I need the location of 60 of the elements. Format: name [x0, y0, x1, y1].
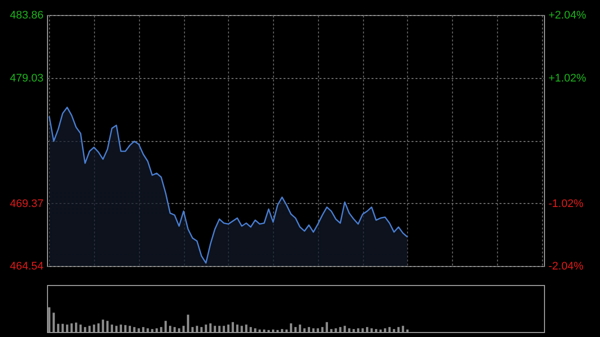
bar	[186, 314, 190, 332]
y2-tick-label: +2.04%	[548, 10, 586, 22]
bar	[227, 324, 230, 332]
bar	[357, 328, 360, 332]
bar	[151, 329, 154, 332]
bar	[294, 327, 297, 332]
bar	[200, 327, 203, 332]
bar	[352, 329, 355, 332]
bar	[245, 324, 248, 332]
bar	[48, 307, 50, 332]
bar	[388, 327, 391, 332]
y2-tick-label: -1.02%	[548, 198, 584, 210]
y-tick-label: 464.54	[10, 260, 44, 272]
y-tick-label: 479.03	[10, 72, 44, 84]
bar	[124, 325, 126, 332]
bar	[92, 324, 96, 332]
bar	[120, 324, 122, 332]
bar	[110, 324, 114, 332]
bar	[362, 328, 364, 332]
bar	[191, 327, 194, 332]
bar	[164, 320, 167, 332]
bar	[339, 327, 342, 332]
bar	[156, 328, 158, 332]
bar	[84, 327, 86, 332]
bar	[173, 327, 176, 332]
bar	[74, 322, 78, 332]
bar	[169, 326, 172, 332]
bar	[79, 324, 82, 332]
bar	[62, 324, 64, 332]
y-tick-label: 469.37	[10, 198, 44, 210]
bar	[66, 324, 68, 332]
bar	[102, 320, 104, 332]
bar	[254, 328, 256, 332]
bar	[348, 328, 350, 332]
bar	[142, 327, 144, 332]
bar	[52, 312, 55, 332]
bar	[330, 329, 332, 332]
bar	[397, 327, 400, 332]
bar	[236, 324, 238, 332]
bar	[344, 326, 346, 332]
bar	[308, 327, 310, 332]
bar	[321, 327, 324, 332]
bar	[133, 327, 136, 332]
bar	[240, 326, 243, 332]
bar	[160, 327, 162, 332]
y-tick-label: 483.86	[10, 10, 44, 22]
bar	[57, 324, 60, 332]
bar	[222, 326, 225, 332]
y2-tick-label: +1.02%	[548, 72, 586, 84]
y2-tick-label: -2.04%	[548, 260, 584, 272]
bar	[298, 324, 302, 332]
bar	[326, 322, 328, 332]
bar	[334, 328, 337, 332]
bar	[250, 327, 252, 332]
bar	[232, 322, 234, 332]
bar	[204, 324, 208, 332]
bar	[146, 328, 149, 332]
bar	[138, 328, 140, 332]
bar	[128, 326, 131, 332]
bar	[366, 327, 368, 332]
